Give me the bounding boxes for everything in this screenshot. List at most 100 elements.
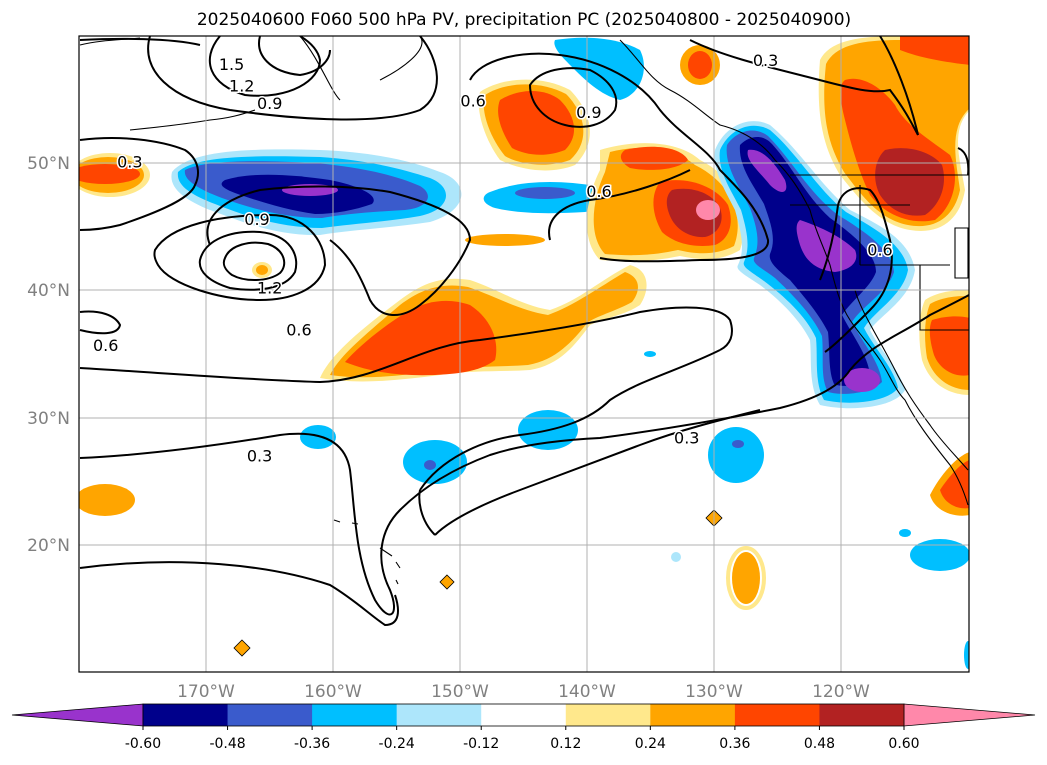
colorbar-tick-label: 0.48 [804,736,835,752]
colorbar: -0.60 -0.48 -0.36 -0.24 -0.12 0.12 0.24 0.36 0.4… [11,703,1036,752]
pc-area [439,574,455,590]
gridlines [79,36,969,672]
colorbar-segment [227,704,313,726]
pc-area [732,552,760,604]
colorbar-tick-label: -0.48 [209,736,245,752]
coastline [299,36,969,506]
contour-label: 0.6 [867,240,892,259]
contour-label: 1.5 [219,55,244,74]
pc-area [498,91,575,155]
pv-contours [79,36,969,627]
contour-label: 0.6 [286,321,311,340]
pv-contour [206,185,472,317]
pc-area [899,529,911,537]
colorbar-segment [396,704,482,726]
colorbar-segment [565,704,651,726]
x-tick-label: 170°W [177,682,235,702]
x-axis-ticks: 170°W 160°W 150°W 140°W 130°W 120°W [177,682,870,702]
colorbar-segment [819,704,905,726]
pc-area [747,149,787,192]
colorbar-tick-label: -0.24 [379,736,415,752]
pc-area [929,316,969,376]
colorbar-segment [734,704,820,726]
contour-label: 0.6 [586,182,611,201]
pv-contour [79,306,733,384]
pv-contour-labels: 1.51.20.90.30.60.90.30.91.20.60.60.60.60… [91,49,894,467]
contour-label: 0.3 [674,429,699,448]
pc-area [424,460,436,470]
contour-label: 0.9 [576,103,601,122]
y-tick-label: 30°N [27,409,70,429]
y-tick-label: 20°N [27,536,70,556]
pv-contour [469,52,769,263]
coastlines [79,36,969,585]
contour-label: 0.9 [244,210,269,229]
pc-area [79,484,135,516]
contour-label: 0.6 [460,92,485,111]
pc-area [620,146,688,170]
colorbar-segment [650,704,736,726]
pv-contour [79,137,199,231]
pv-contour [208,36,322,97]
colorbar-segment [312,704,398,726]
pc-area [233,639,251,657]
pv-contour [879,36,919,136]
contour-label: 0.3 [753,51,778,70]
pc-area [300,425,336,449]
pc-area [696,200,720,220]
colorbar-tick-label: -0.60 [125,736,161,752]
pv-contour [957,147,969,176]
colorbar-tick-label: 0.36 [719,736,750,752]
pv-contour [222,241,286,281]
pc-area [726,546,766,610]
coastline [854,289,969,471]
contour-label: 0.3 [117,153,142,172]
pc-area [79,164,140,184]
pv-contour [79,37,201,46]
x-tick-label: 150°W [431,682,489,702]
contour-label: 0.3 [247,447,272,466]
pc-area [671,552,681,562]
pc-area [940,460,969,509]
pv-contour [418,409,761,536]
state-boundary [790,174,969,331]
contour-label: 1.2 [229,76,254,95]
pc-area [732,440,744,448]
pv-contour [153,213,327,302]
colorbar-segment [481,704,567,726]
pv-contour [819,187,893,353]
pv-contour [198,230,298,291]
pc-area [708,427,764,483]
x-tick-label: 120°W [812,682,870,702]
colorbar-tick-label: 0.12 [550,736,581,752]
pc-area [688,51,712,79]
pv-contour [79,294,969,616]
pv-contour [258,36,331,77]
pc-area [844,368,880,392]
pv-contour [548,169,691,241]
pc-area [910,539,969,571]
pv-contour [419,349,721,491]
x-tick-label: 160°W [304,682,362,702]
pv-contour [147,36,438,121]
colorbar-tick-label: 0.24 [635,736,666,752]
pv-contour [689,39,919,136]
pc-area [345,300,497,376]
pc-area [256,265,268,275]
y-tick-label: 50°N [27,154,70,174]
coastline [333,519,401,585]
contour-label: 1.2 [257,279,282,298]
colorbar-extend-low [11,703,144,727]
map-frame [78,35,970,673]
x-tick-label: 140°W [558,682,616,702]
pc-area [900,36,969,65]
y-axis-ticks: 50°N 40°N 30°N 20°N [27,154,70,556]
pc-area [515,187,575,199]
contour-label: 0.9 [257,94,282,113]
colorbar-tick-label: 0.60 [888,736,919,752]
x-tick-label: 130°W [685,682,743,702]
pv-contour [528,67,618,128]
colorbar-tick-label: -0.12 [463,736,499,752]
colorbar-segment [143,704,229,726]
